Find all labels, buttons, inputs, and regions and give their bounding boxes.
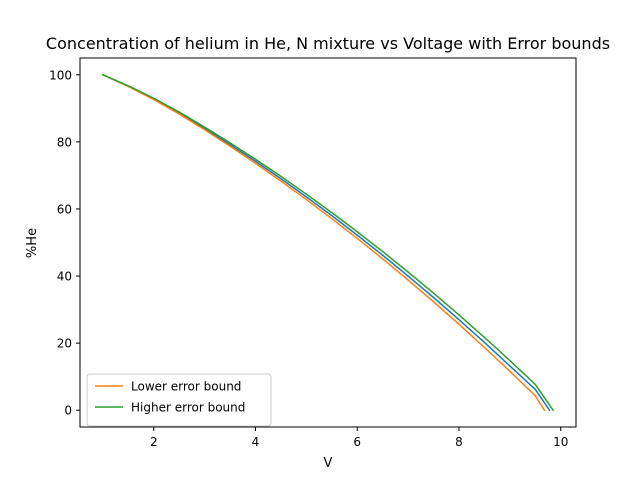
x-tick-label: 8 [455,435,463,449]
y-axis-label: %He [25,228,40,258]
legend: Lower error bound Higher error bound [86,373,272,427]
y-tick-label: 80 [57,135,72,149]
chart-title: Concentration of helium in He, N mixture… [46,34,610,53]
axes-frame [79,57,577,428]
series-line-3 [101,73,555,412]
y-tick-label: 100 [49,68,72,82]
legend-label: Lower error bound [131,380,241,394]
legend-box [86,373,272,427]
y-tick-label: 0 [64,404,72,418]
legend-label: Higher error bound [131,401,245,415]
y-tick-label: 60 [57,202,72,216]
series-line-1 [101,73,551,412]
x-tick-label: 4 [252,435,260,449]
x-tick-label: 10 [553,435,568,449]
y-tick-label: 20 [57,337,72,351]
x-axis-label: V [324,456,333,471]
y-tick-label: 40 [57,270,72,284]
x-tick-label: 2 [150,435,158,449]
x-tick-label: 6 [353,435,361,449]
series-line-2 [101,73,546,412]
